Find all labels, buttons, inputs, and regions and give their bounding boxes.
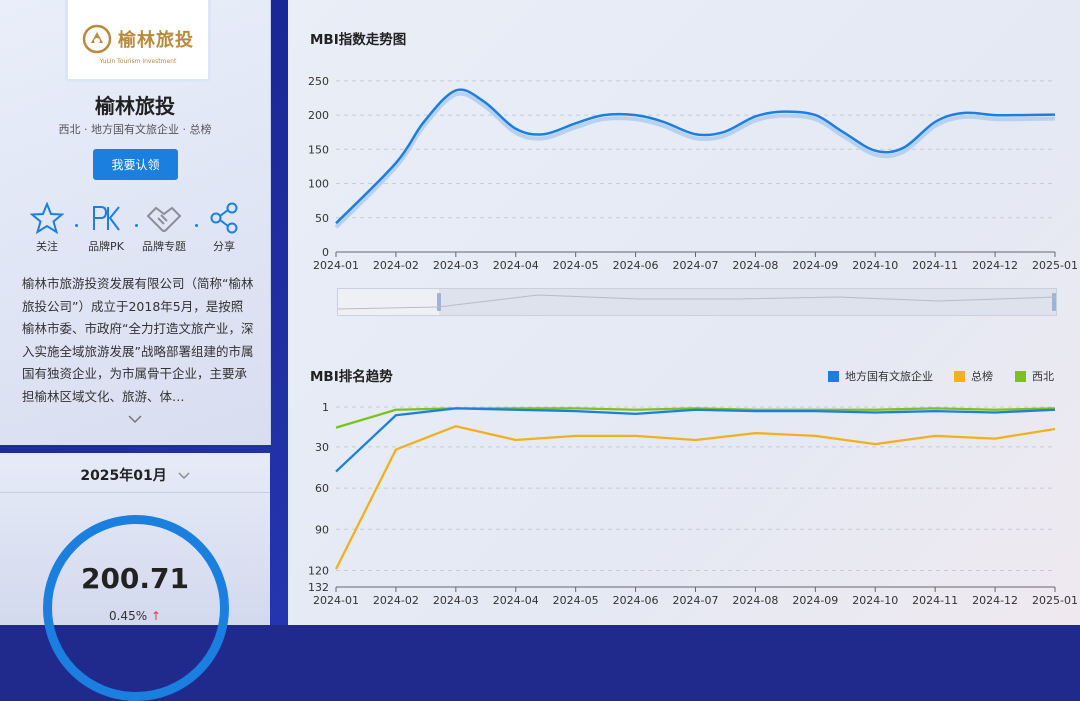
x-tick-label: 2024-06 — [613, 594, 659, 607]
legend-label: 西北 — [1032, 370, 1054, 383]
x-tick-label: 2024-05 — [553, 594, 599, 607]
rank-chart-title: MBI排名趋势 — [310, 369, 393, 385]
x-tick-label: 2024-02 — [373, 259, 419, 272]
zoom-preview-line — [338, 294, 1056, 310]
follow-label: 关注 — [36, 240, 58, 253]
x-tick-label: 2024-04 — [493, 259, 539, 272]
divider — [0, 492, 270, 493]
index-line-chart: 0 50 100 150 200 250 2024-01 2024-02 2024-03 2024… — [308, 75, 1078, 272]
date-selector[interactable]: 2025年01月 — [0, 465, 270, 485]
separator-dot — [75, 224, 78, 227]
handshake-icon — [146, 206, 182, 232]
x-tick-label: 2024-07 — [673, 259, 719, 272]
zoom-handle-left[interactable] — [437, 293, 441, 311]
zoom-window-left — [338, 289, 439, 315]
x-tick-label: 2024-11 — [912, 259, 958, 272]
share-icon — [210, 202, 238, 234]
chevron-down-icon[interactable] — [127, 414, 143, 424]
charts-panel: MBI指数走势图 MBI排名趋势 地方国有文旅企业 总榜 西北 0 50 100 15… — [288, 0, 1080, 625]
index-line — [335, 88, 1056, 225]
y-tick-label: 200 — [308, 109, 329, 122]
x-tick-label: 2024-10 — [852, 594, 898, 607]
brand-pk-label: 品牌PK — [88, 240, 124, 253]
up-arrow-icon: ↑ — [150, 609, 161, 623]
zoom-slider[interactable] — [337, 288, 1057, 316]
legend-label: 总榜 — [971, 370, 993, 383]
x-tick-label: 2024-11 — [912, 594, 958, 607]
x-tick-label: 2024-01 — [313, 594, 359, 607]
legend-northwest[interactable]: 西北 — [1015, 368, 1054, 384]
brand-card: 榆林旅投 YuLin Tourism Investment 榆林旅投 西北 · … — [0, 0, 271, 445]
logo-text: 榆林旅投 — [118, 30, 194, 51]
claim-button[interactable]: 我要认领 — [93, 149, 178, 180]
brand-name: 榆林旅投 — [95, 94, 175, 118]
brand-topic-label: 品牌专题 — [142, 240, 186, 253]
share-label: 分享 — [213, 240, 235, 253]
brand-description: 榆林市旅游投资发展有限公司（简称“榆林旅投公司”）成立于2018年5月，是按照榆… — [22, 276, 254, 404]
x-tick-label: 2024-09 — [792, 259, 838, 272]
x-tick-label: 2024-09 — [792, 594, 838, 607]
legend-overall[interactable]: 总榜 — [954, 368, 993, 384]
brand-topic-action[interactable]: 品牌专题 — [134, 202, 194, 254]
x-tick-label: 2025-01 — [1032, 259, 1078, 272]
x-tick-label: 2024-12 — [972, 259, 1018, 272]
x-tick-label: 2025-01 — [1032, 594, 1078, 607]
y-tick-label: 0 — [322, 246, 329, 259]
index-line-shadow — [334, 91, 1056, 229]
legend-swatch — [954, 370, 965, 382]
pk-icon — [93, 206, 120, 231]
score-value: 200.71 — [80, 562, 190, 595]
y-tick-label: 250 — [308, 75, 329, 88]
y-tick-label: 120 — [308, 565, 329, 578]
local-soe-line — [335, 407, 1056, 473]
zoom-handle-right[interactable] — [1052, 293, 1056, 311]
y-tick-label: 1 — [322, 401, 329, 414]
x-tick-label: 2024-01 — [313, 259, 359, 272]
logo-mark-icon — [82, 24, 112, 54]
x-tick-label: 2024-03 — [433, 259, 479, 272]
x-tick-label: 2024-08 — [732, 594, 778, 607]
legend-swatch — [828, 370, 839, 382]
follow-action[interactable]: 关注 — [17, 202, 77, 254]
date-value: 2025年01月 — [80, 468, 167, 484]
star-icon — [30, 202, 64, 234]
x-tick-label: 2024-10 — [852, 259, 898, 272]
x-tick-label: 2024-02 — [373, 594, 419, 607]
legend-label: 地方国有文旅企业 — [845, 370, 933, 383]
y-tick-label: 50 — [315, 212, 329, 225]
y-tick-label: 30 — [315, 441, 329, 454]
brand-pk-action[interactable]: 品牌PK — [76, 202, 136, 254]
separator-dot — [195, 224, 198, 227]
x-tick-label: 2024-04 — [493, 594, 539, 607]
y-tick-label: 60 — [315, 482, 329, 495]
separator-dot — [135, 224, 138, 227]
x-tick-label: 2024-07 — [673, 594, 719, 607]
chevron-down-icon — [178, 472, 190, 479]
legend-local-soe[interactable]: 地方国有文旅企业 — [828, 368, 933, 384]
logo-subtext: YuLin Tourism Investment — [99, 58, 177, 65]
action-bar: 关注 品牌PK 品牌专题 分享 — [14, 202, 254, 262]
change-value: 0.45% — [108, 609, 148, 623]
score-change: 0.45% ↑ — [0, 609, 270, 623]
brand-tags: 西北 · 地方国有文旅企业 · 总榜 — [58, 123, 212, 136]
brand-logo: 榆林旅投 YuLin Tourism Investment — [65, 0, 211, 82]
y-tick-label: 150 — [308, 143, 329, 156]
x-tick-label: 2024-03 — [433, 594, 479, 607]
x-tick-label: 2024-12 — [972, 594, 1018, 607]
y-tick-label: 100 — [308, 178, 329, 191]
score-ring — [43, 515, 229, 701]
overall-line — [334, 425, 1056, 570]
y-tick-label: 90 — [315, 523, 329, 536]
share-action[interactable]: 分享 — [194, 202, 254, 254]
legend-swatch — [1015, 370, 1026, 382]
x-tick-label: 2024-08 — [732, 259, 778, 272]
x-tick-label: 2024-06 — [613, 259, 659, 272]
x-tick-label: 2024-05 — [553, 259, 599, 272]
index-chart-title: MBI指数走势图 — [310, 32, 407, 48]
y-tick-label: 132 — [308, 581, 329, 594]
